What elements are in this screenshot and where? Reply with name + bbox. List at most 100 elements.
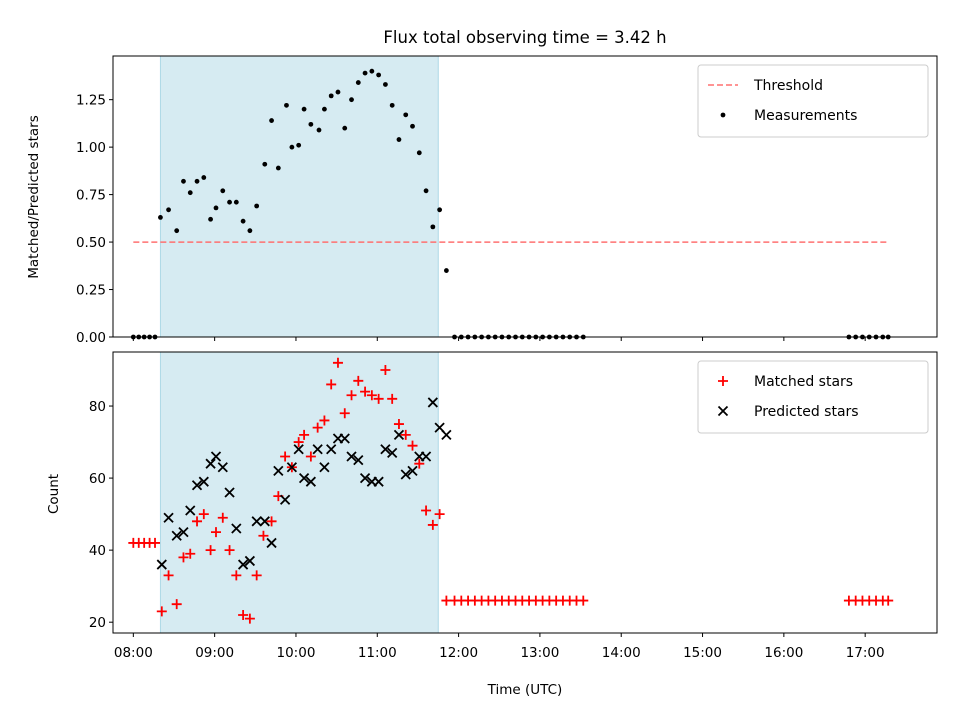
predicted-star-point — [224, 487, 235, 498]
matched-star-point — [578, 595, 589, 606]
matched-star-point — [346, 390, 357, 401]
measurement-point — [308, 121, 314, 127]
x-tick-label: 13:00 — [520, 645, 559, 661]
x-tick-label: 10:00 — [277, 645, 316, 661]
predicted-star-point — [279, 494, 291, 505]
predicted-star-point — [407, 465, 418, 477]
y-tick-label: 40 — [89, 543, 106, 559]
matched-star-point — [366, 390, 377, 401]
measurement-point — [335, 89, 341, 95]
measurement-point — [443, 268, 449, 273]
measurement-point — [254, 203, 260, 209]
measurement-point — [349, 97, 354, 103]
predicted-star-point — [231, 523, 242, 534]
y-axis-label-bottom: Count — [46, 474, 62, 514]
matched-star-point — [339, 408, 350, 419]
measurement-point — [362, 70, 368, 76]
x-axis-label: Time (UTC) — [487, 682, 563, 698]
measurement-point — [296, 142, 302, 148]
measurement-point — [227, 199, 232, 205]
measurement-point — [187, 190, 193, 196]
legend-panel-0: Threshold Measurements — [697, 64, 929, 138]
measurement-point — [262, 161, 268, 167]
panel-1: 20 40 60 80 08:00 09:00 10:00 11:00 12:00 13:00 14… — [89, 351, 938, 661]
predicted-star-point — [387, 447, 398, 459]
matched-star-point — [299, 429, 310, 440]
markers-panel-0 — [130, 68, 891, 340]
legend-box — [697, 360, 929, 434]
y-tick-label: 0.25 — [76, 283, 106, 299]
matched-star-point — [244, 613, 255, 624]
matched-star-point — [231, 570, 242, 581]
matched-star-point — [353, 375, 364, 386]
matched-star-point — [171, 599, 182, 610]
y-tick-label: 20 — [89, 615, 106, 631]
matched-star-point — [280, 451, 291, 462]
matched-star-point — [319, 415, 330, 426]
predicted-star-point — [305, 476, 317, 487]
predicted-star-point — [298, 472, 310, 484]
matched-star-point — [266, 516, 277, 527]
measurement-point — [437, 207, 443, 213]
x-tick-label: 09:00 — [195, 645, 234, 661]
observing-interval-shade — [159, 55, 439, 338]
predicted-star-point — [393, 429, 405, 440]
observing-interval-shade — [159, 351, 439, 634]
markers-panel-1 — [128, 357, 894, 624]
measurement-point — [174, 228, 180, 234]
predicted-star-point — [420, 451, 432, 462]
matched-star-point — [312, 422, 323, 433]
predicted-star-point — [312, 444, 323, 455]
matched-star-point — [360, 386, 371, 397]
measurement-point — [396, 137, 402, 142]
matched-star-point — [373, 393, 384, 404]
measurement-point — [376, 72, 382, 78]
measurement-point — [430, 224, 436, 230]
measurement-point — [181, 178, 186, 184]
x-tick-label: 14:00 — [602, 645, 641, 661]
matched-star-point — [393, 419, 404, 430]
matched-star-point — [185, 548, 196, 559]
legend-panel-1: Matched stars Predicted stars — [697, 360, 929, 434]
predicted-star-point — [359, 472, 371, 484]
predicted-star-point — [293, 444, 304, 455]
legend-label: Predicted stars — [754, 404, 859, 420]
measurement-point — [316, 127, 322, 133]
matched-star-point — [326, 379, 337, 390]
predicted-star-point — [353, 454, 364, 466]
predicted-star-point — [346, 451, 357, 462]
matched-star-point — [238, 609, 249, 620]
x-tick-label: 08:00 — [114, 645, 153, 661]
x-tick-label: 16:00 — [764, 645, 803, 661]
measurement-point — [247, 228, 253, 234]
matched-star-point — [217, 512, 228, 523]
predicted-star-point — [251, 516, 262, 527]
predicted-star-point — [326, 444, 337, 455]
predicted-star-point — [266, 537, 277, 549]
y-axis-label-top: Matched/Predicted stars — [26, 115, 42, 278]
y-tick-label: 60 — [89, 471, 106, 487]
matched-star-point — [150, 537, 161, 548]
measurement-point — [233, 199, 239, 205]
predicted-star-point — [259, 516, 270, 527]
axes-frame — [112, 351, 938, 634]
matched-star-point — [387, 393, 398, 404]
predicted-star-point — [244, 555, 256, 567]
predicted-star-point — [441, 429, 452, 440]
measurement-point — [410, 123, 415, 129]
x-tick-label: 15:00 — [683, 645, 722, 661]
measurement-point — [269, 118, 274, 123]
predicted-star-point — [400, 469, 411, 480]
predicted-star-point — [380, 444, 391, 455]
matched-star-point — [883, 595, 894, 606]
measurement-point — [158, 214, 163, 220]
panel-0: 0.00 0.25 0.50 0.75 1.00 1.25 Threshold Measure… — [76, 55, 938, 346]
legend-key-matched — [718, 376, 728, 386]
matched-star-point — [163, 570, 174, 581]
measurement-point — [213, 205, 219, 211]
measurement-point — [240, 218, 246, 224]
y-tick-label: 0.50 — [76, 235, 106, 251]
predicted-star-point — [210, 451, 222, 462]
plot-layer: 0.00 0.25 0.50 0.75 1.00 1.25 Threshold Measure… — [76, 55, 938, 661]
